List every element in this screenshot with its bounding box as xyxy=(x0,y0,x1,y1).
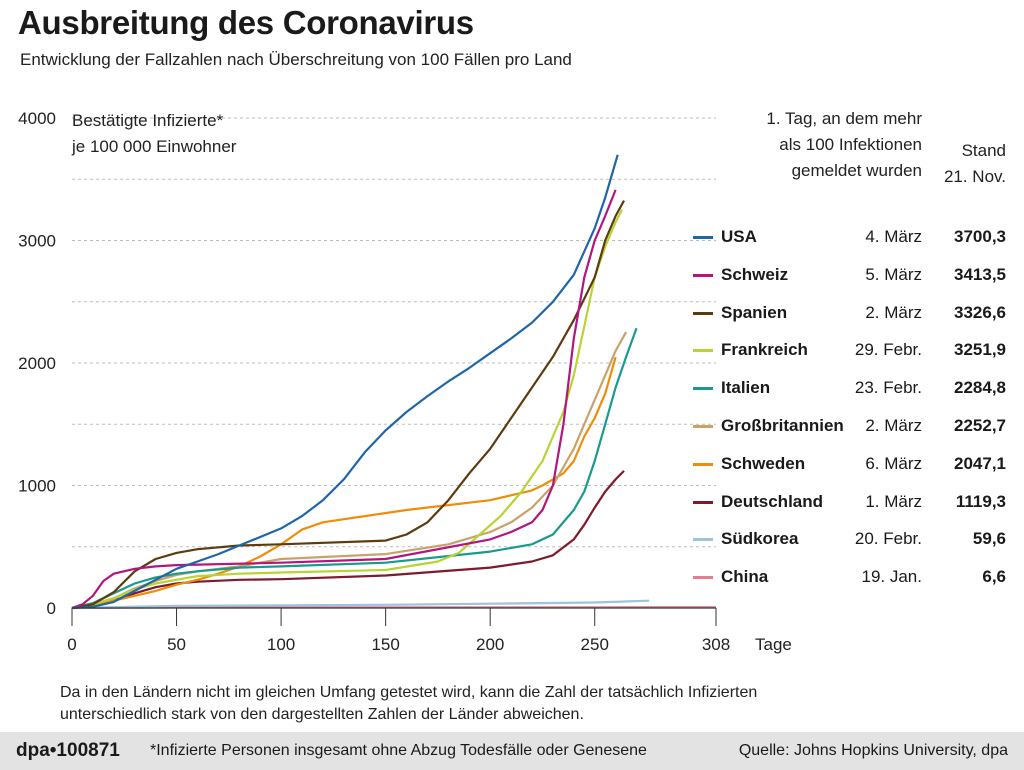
legend-country: Deutschland xyxy=(721,491,824,511)
y-axis-title-line1: Bestätigte Infizierte* xyxy=(72,111,224,130)
x-axis-title: Tage xyxy=(755,635,792,654)
legend-start-date: 2. März xyxy=(865,415,922,435)
y-axis-title-line2: je 100 000 Einwohner xyxy=(72,137,237,156)
legend-swatch xyxy=(693,273,713,277)
x-tick-labels: 0 50 100 150 200 250 308 xyxy=(67,608,730,654)
legend-swatch xyxy=(693,500,713,504)
legend-start-date: 19. Jan. xyxy=(861,567,923,587)
chart-title: Ausbreitung des Coronavirus xyxy=(18,4,474,41)
legend-swatch xyxy=(693,349,713,353)
legend-item: Südkorea 20. Febr. 59,6 xyxy=(690,524,1010,562)
legend-start-date: 23. Febr. xyxy=(854,378,922,398)
legend-swatch xyxy=(693,576,713,580)
legend-value-header-line2: 21. Nov. xyxy=(943,167,1006,186)
footer-bar: dpa•100871 *Infizierte Personen insgesam… xyxy=(0,732,1024,770)
series-line-deutschland xyxy=(71,470,625,610)
legend-country: Spanien xyxy=(721,302,788,322)
legend-swatch xyxy=(693,462,713,466)
series-lines xyxy=(71,154,717,610)
line-chart: 0 1000 2000 3000 4000 0 50 100 150 200 250 308 Tag… xyxy=(18,109,792,654)
legend-start-date: 5. März xyxy=(865,264,922,284)
legend-value: 3251,9 xyxy=(954,340,1006,360)
legend-country: China xyxy=(721,567,769,587)
legend-country: USA xyxy=(721,227,757,246)
legend-country: Südkorea xyxy=(721,529,799,549)
y-tick-labels: 0 1000 2000 3000 4000 xyxy=(18,109,56,618)
legend-item: Großbritannien 2. März 2252,7 xyxy=(690,411,1010,449)
x-tick-label: 50 xyxy=(167,635,186,654)
legend-start-date: 29. Febr. xyxy=(854,340,922,360)
legend-value: 3413,5 xyxy=(954,264,1006,284)
y-axis-title: Bestätigte Infizierte* je 100 000 Einwoh… xyxy=(72,108,236,160)
legend-value: 3700,3 xyxy=(954,227,1006,246)
y-tick-label: 1000 xyxy=(18,477,56,496)
legend-value: 59,6 xyxy=(972,529,1006,549)
y-tick-label: 0 xyxy=(47,599,56,618)
legend-swatch xyxy=(693,311,713,315)
legend-swatch xyxy=(693,387,713,391)
legend-country: Frankreich xyxy=(721,340,808,360)
legend-value: 2047,1 xyxy=(954,453,1006,473)
legend: USA 4. März 3700,3 Schweiz 5. März 3413,5 Sp… xyxy=(690,222,1010,600)
series-line-frankreich xyxy=(71,209,623,610)
legend-value-header: Stand 21. Nov. xyxy=(924,138,1006,190)
x-tick-label: 0 xyxy=(67,635,76,654)
source-credit: Quelle: Johns Hopkins University, dpa xyxy=(738,742,1008,759)
legend-item: Schweden 6. März 2047,1 xyxy=(690,449,1010,487)
legend-country: Schweden xyxy=(721,453,806,473)
footer-note: *Infizierte Personen insgesamt ohne Abzu… xyxy=(150,742,647,759)
y-tick-label: 4000 xyxy=(18,109,56,128)
legend-swatch xyxy=(693,424,713,428)
x-tick-label: 250 xyxy=(581,635,609,654)
legend-value: 1119,3 xyxy=(955,491,1006,511)
legend-item: China 19. Jan. 6,6 xyxy=(690,562,1010,600)
legend-item: USA 4. März 3700,3 xyxy=(690,222,1010,260)
x-tick-label: 150 xyxy=(371,635,399,654)
legend-country: Italien xyxy=(721,378,771,398)
legend-swatch xyxy=(693,236,713,239)
y-tick-label: 3000 xyxy=(18,232,56,251)
y-tick-label: 2000 xyxy=(18,354,56,373)
legend-value: 6,6 xyxy=(982,567,1006,587)
grid-lines xyxy=(72,117,716,548)
legend-value-header-line1: Stand xyxy=(961,141,1006,160)
legend-item: Frankreich 29. Febr. 3251,9 xyxy=(690,335,1010,373)
series-line-schweiz xyxy=(71,189,617,610)
series-line-südkorea xyxy=(71,599,650,610)
legend-country: Großbritannien xyxy=(721,415,844,435)
legend-value: 2284,8 xyxy=(954,378,1006,398)
legend-item: Spanien 2. März 3326,6 xyxy=(690,298,1010,336)
legend-start-date: 20. Febr. xyxy=(854,529,922,549)
series-line-spanien xyxy=(71,200,625,610)
legend-date-header-line3: gemeldet wurden xyxy=(791,161,922,180)
legend-item: Italien 23. Febr. 2284,8 xyxy=(690,373,1010,411)
legend-start-date: 6. März xyxy=(865,453,922,473)
series-line-großbritannien xyxy=(71,331,628,610)
legend-value: 3326,6 xyxy=(954,302,1006,322)
legend-swatch xyxy=(693,538,713,542)
legend-start-date: 2. März xyxy=(865,302,922,322)
footnote: Da in den Ländern nicht im gleichen Umfa… xyxy=(60,684,758,723)
legend-date-header: 1. Tag, an dem mehr als 100 Infektionen … xyxy=(730,106,922,184)
chart-subtitle: Entwicklung der Fallzahlen nach Überschr… xyxy=(20,50,572,69)
series-line-usa xyxy=(71,154,619,610)
series-line-schweden xyxy=(71,356,617,610)
legend-country: Schweiz xyxy=(721,264,789,284)
legend-start-date: 4. März xyxy=(865,227,922,246)
graphic-id: dpa•100871 xyxy=(16,740,120,761)
legend-value: 2252,7 xyxy=(954,415,1006,435)
series-line-italien xyxy=(71,327,638,610)
x-tick-label: 200 xyxy=(476,635,504,654)
x-tick-label: 100 xyxy=(267,635,295,654)
legend-date-header-line2: als 100 Infektionen xyxy=(779,135,922,154)
legend-start-date: 1. März xyxy=(865,491,922,511)
legend-item: Deutschland 1. März 1119,3 xyxy=(690,487,1010,525)
x-tick-label: 308 xyxy=(702,635,730,654)
legend-date-header-line1: 1. Tag, an dem mehr xyxy=(766,109,922,128)
legend-item: Schweiz 5. März 3413,5 xyxy=(690,260,1010,298)
